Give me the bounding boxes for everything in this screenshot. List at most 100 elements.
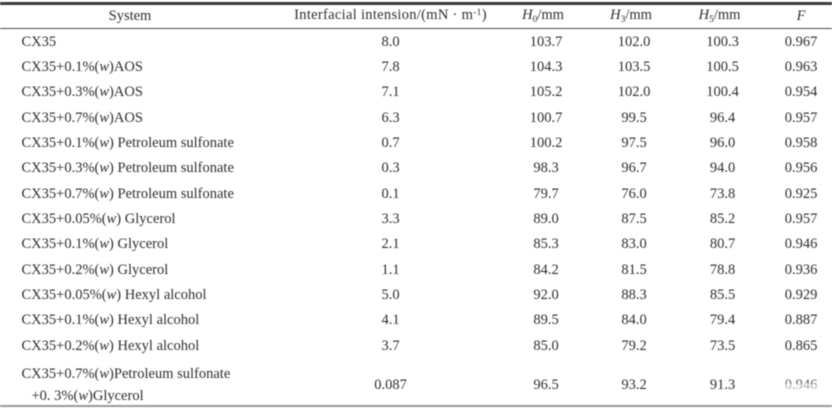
cell-f: 0.963 (784, 58, 818, 75)
cell-interfacial-tension: 1.1 (381, 261, 400, 278)
cell-h0: 96.5 (533, 377, 559, 394)
cell-system: CX35+0.05%(w) Hexyl alcohol (21, 286, 207, 303)
table-row: CX35 8.0 103.7 102.0 100.3 0.967 (0, 29, 832, 54)
cell-h0: 100.2 (529, 134, 563, 151)
cell-f: 0.958 (784, 134, 818, 151)
cell-system: CX35+0.7%(w)AOS (21, 109, 143, 126)
cell-system: CX35+0.3%(w)AOS (21, 84, 143, 101)
cell-system: CX35+0.1%(w) Glycerol (21, 236, 169, 253)
cell-system: CX35+0.1%(w) Petroleum sulfonate (21, 134, 234, 151)
cell-system: CX35+0.7%(w)Petroleum sulfonate +0. 3%(w)… (21, 366, 231, 404)
cell-interfacial-tension: 6.3 (381, 109, 400, 126)
cell-h0: 98.3 (533, 160, 559, 177)
cell-h0: 89.0 (533, 210, 559, 227)
cell-interfacial-tension: 2.1 (381, 236, 400, 253)
cell-interfacial-tension: 3.3 (381, 210, 400, 227)
table-row: CX35+0.05%(w) Hexyl alcohol 5.0 92.0 88.3 85… (0, 283, 832, 308)
cell-interfacial-tension: 5.0 (381, 286, 400, 303)
cell-f: 0.946 (784, 377, 818, 394)
cell-system: CX35+0.1%(w)AOS (21, 58, 143, 75)
cell-h3: 88.3 (621, 286, 647, 303)
cell-f: 0.887 (784, 312, 818, 329)
cell-h5: 100.5 (706, 58, 739, 75)
cell-f: 0.865 (784, 337, 818, 354)
cell-h3: 87.5 (621, 210, 647, 227)
cell-h3: 102.0 (617, 84, 651, 101)
cell-h3: 76.0 (621, 185, 647, 202)
cell-f: 0.957 (784, 109, 818, 126)
cell-h0: 104.3 (529, 58, 563, 75)
table-bottom-rule (0, 405, 832, 407)
cell-h3: 84.0 (621, 312, 647, 329)
cell-h3: 102.0 (617, 33, 651, 50)
table-header-row: System Interfacial intension/(mN · m-1) … (0, 5, 832, 29)
column-header-system: System (108, 8, 152, 25)
cell-system: CX35+0.1%(w) Hexyl alcohol (21, 312, 200, 329)
cell-f: 0.925 (784, 185, 818, 202)
table-row: CX35+0.1%(w)AOS 7.8 104.3 103.5 100.5 0.963 (0, 55, 832, 80)
cell-h5: 91.3 (709, 377, 736, 394)
cell-h5: 94.0 (709, 160, 736, 177)
cell-h5: 96.4 (709, 109, 736, 126)
cell-f: 0.957 (784, 210, 818, 227)
table-top-rule (0, 2, 832, 5)
cell-system: CX35+0.05%(w) Glycerol (21, 210, 176, 227)
cell-h5: 80.7 (709, 236, 736, 253)
cell-h0: 100.7 (529, 109, 563, 126)
cell-h5: 73.5 (709, 337, 736, 354)
column-header-interfacial-tension: Interfacial intension/(mN · m-1) (294, 7, 487, 24)
column-header-f: F (796, 8, 806, 25)
table-row: CX35+0.7%(w)Petroleum sulfonate +0. 3%(w)… (0, 359, 832, 409)
cell-f: 0.929 (784, 286, 818, 303)
cell-h5: 73.8 (709, 185, 736, 202)
cell-h0: 89.5 (533, 312, 559, 329)
table-row: CX35+0.3%(w)AOS 7.1 105.2 102.0 100.4 0.954 (0, 80, 832, 105)
column-header-h0: H0/mm (522, 7, 564, 25)
table-row: CX35+0.3%(w) Petroleum sulfonate 0.3 98.3 9… (0, 156, 832, 181)
cell-h5: 79.4 (709, 312, 736, 329)
cell-interfacial-tension: 8.0 (381, 33, 400, 50)
cell-h5: 100.3 (706, 33, 739, 50)
column-header-h3: H3/mm (610, 7, 652, 25)
table-row: CX35+0.2%(w) Hexyl alcohol 3.7 85.0 79.2 73.… (0, 333, 832, 358)
table-row: CX35+0.1%(w) Glycerol 2.1 85.3 83.0 80.7 0.94… (0, 232, 832, 257)
cell-interfacial-tension: 7.8 (381, 58, 400, 75)
cell-h3: 81.5 (621, 261, 647, 278)
table-row: CX35+0.05%(w) Glycerol 3.3 89.0 87.5 85.2 0.9… (0, 207, 832, 232)
cell-h0: 84.2 (533, 261, 559, 278)
cell-h3: 99.5 (621, 109, 647, 126)
cell-f: 0.956 (784, 160, 818, 177)
table-row: CX35+0.7%(w)AOS 6.3 100.7 99.5 96.4 0.957 (0, 105, 832, 130)
cell-system: CX35+0.2%(w) Glycerol (21, 261, 169, 278)
cell-interfacial-tension: 3.7 (381, 337, 400, 354)
cell-h0: 85.3 (533, 236, 559, 253)
table-row: CX35+0.7%(w) Petroleum sulfonate 0.1 79.7 7… (0, 181, 832, 206)
cell-h5: 85.2 (709, 210, 736, 227)
cell-h0: 92.0 (533, 286, 559, 303)
cell-h3: 97.5 (621, 134, 647, 151)
cell-h5: 96.0 (709, 134, 736, 151)
column-header-h5: H5/mm (698, 7, 741, 25)
cell-interfacial-tension: 0.7 (381, 134, 400, 151)
table-row: CX35+0.1%(w) Hexyl alcohol 4.1 89.5 84.0 79.… (0, 308, 832, 333)
cell-h0: 105.2 (529, 84, 563, 101)
cell-h0: 79.7 (533, 185, 559, 202)
table-row: CX35+0.1%(w) Petroleum sulfonate 0.7 100.2… (0, 131, 832, 156)
table-row: CX35+0.2%(w) Glycerol 1.1 84.2 81.5 78.8 0.93… (0, 257, 832, 282)
cell-interfacial-tension: 0.1 (381, 185, 400, 202)
cell-system: CX35 (21, 33, 57, 50)
cell-interfacial-tension: 0.3 (381, 160, 400, 177)
cell-f: 0.936 (784, 261, 818, 278)
cell-f: 0.954 (784, 84, 818, 101)
cell-h3: 93.2 (621, 377, 647, 394)
cell-f: 0.967 (784, 33, 818, 50)
cell-system: CX35+0.2%(w) Hexyl alcohol (21, 337, 200, 354)
table-header-rule (0, 27, 832, 29)
cell-h3: 83.0 (621, 236, 647, 253)
cell-h0: 103.7 (529, 33, 563, 50)
cell-system: CX35+0.3%(w) Petroleum sulfonate (21, 160, 234, 177)
cell-h5: 85.5 (709, 286, 736, 303)
cell-h3: 96.7 (621, 160, 647, 177)
